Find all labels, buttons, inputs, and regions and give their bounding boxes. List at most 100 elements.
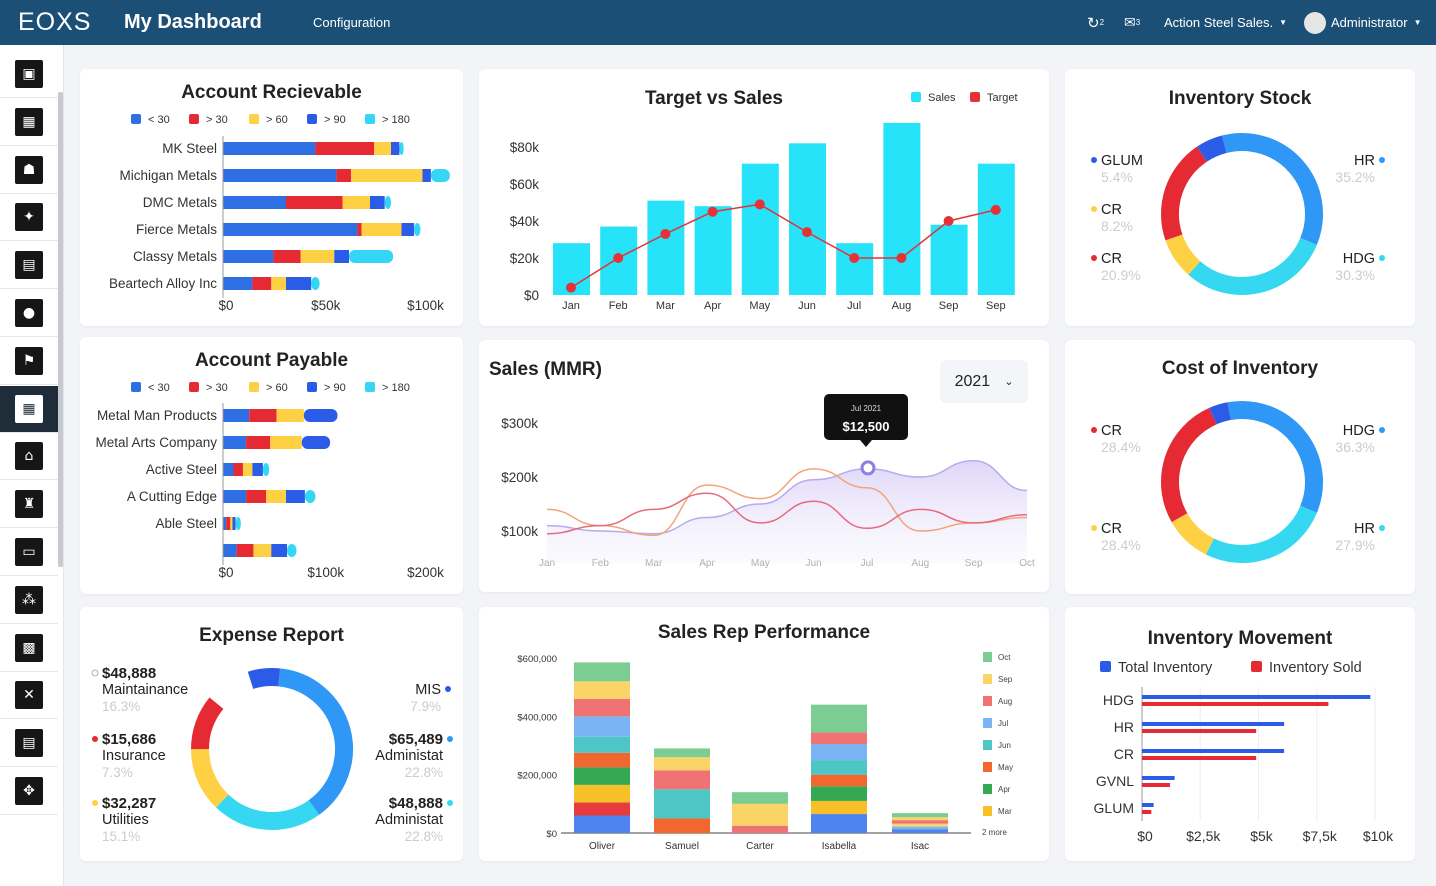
avatar (1304, 11, 1326, 34)
tooltip-value: $12,500 (843, 419, 890, 434)
stack-segment (574, 716, 630, 737)
team-icon: ⁂ (15, 585, 43, 614)
stack-segment (574, 662, 630, 682)
donut-segment (1161, 407, 1217, 523)
sidebar-item-dashboard[interactable]: ▦ (0, 385, 58, 433)
legend-label: > 30 (206, 382, 228, 394)
sidebar-item-puzzle[interactable]: ✥ (0, 768, 58, 815)
year-dropdown[interactable]: 2021 ⌄ (940, 360, 1028, 403)
sidebar-item-signpost[interactable]: ⚑ (0, 338, 58, 385)
expense-amount: $65,489 (389, 731, 443, 748)
inventory-movement-card: Inventory Movement Total Inventory Invent… (1065, 607, 1415, 861)
expense-title: Expense Report (199, 625, 344, 646)
donut-segment (1171, 512, 1215, 555)
sidebar-item-chart[interactable]: ▤ (0, 242, 58, 290)
bar-segment (273, 250, 301, 263)
sidebar-item-calendar[interactable]: ▦ (0, 99, 58, 146)
bar-segment (276, 409, 304, 422)
sidebar-item-document[interactable]: ▤ (0, 720, 58, 768)
history-badge: 2 (1099, 18, 1105, 27)
legend-label: May (998, 763, 1013, 772)
eoxs-logo[interactable]: EOXS (18, 8, 92, 36)
donut-segment (191, 748, 229, 808)
crane-icon: ♜ (15, 490, 43, 519)
bar-segment (252, 277, 272, 290)
sidebar-item-contact[interactable]: ☗ (0, 147, 58, 194)
x-tick-label: Jan (562, 300, 580, 312)
legend-label: > 30 (206, 114, 228, 126)
x-tick-label: May (749, 300, 770, 312)
x-tick-label: $100k (307, 565, 344, 580)
globe-icon: ● (15, 299, 43, 327)
sidebar-item-handshake[interactable]: ✦ (0, 194, 58, 242)
chat-icon[interactable]: ✉ 3 (1124, 14, 1141, 30)
stack-segment (732, 803, 788, 826)
stack-segment (811, 774, 867, 787)
sidebar-item-tools[interactable]: ✕ (0, 672, 58, 720)
bar-segment (361, 223, 402, 236)
document-icon: ▤ (15, 729, 43, 758)
legend-swatch (131, 114, 141, 124)
inventory-stock-title: Inventory Stock (1168, 88, 1312, 109)
sidebar-item-wallet[interactable]: ▭ (0, 529, 58, 576)
legend-dot (92, 800, 98, 806)
x-tick-label: Carter (746, 841, 774, 852)
stack-segment (892, 817, 948, 821)
sidebar-item-crane[interactable]: ♜ (0, 481, 58, 529)
legend-dot (91, 669, 99, 677)
target-point (754, 199, 765, 210)
x-tick-label: $0 (218, 298, 233, 313)
x-tick-label: $0 (218, 565, 233, 580)
sidebar-item-globe[interactable]: ● (0, 290, 58, 337)
expense-amount: $48,888 (389, 795, 443, 812)
company-name: Action Steel Sales. (1164, 15, 1274, 30)
sales-rep-title: Sales Rep Performance (657, 622, 871, 643)
x-tick-label: Jul (847, 300, 861, 312)
bar-segment (242, 463, 253, 476)
sales-bar (930, 224, 968, 295)
history-icon[interactable]: ↻ 2 (1087, 14, 1105, 32)
bar-segment (230, 517, 233, 530)
stack-segment (811, 814, 867, 833)
target-point (613, 253, 624, 263)
account-payable-card: Account Payable < 30 > 30 > 60 > 90 > 180 Met… (80, 337, 463, 594)
stack-segment (732, 792, 788, 804)
configuration-menu[interactable]: Configuration (313, 15, 391, 30)
legend-dot (1091, 206, 1097, 212)
chevron-down-icon: ⌄ (1004, 376, 1014, 388)
y-tick-label: $600,000 (517, 654, 557, 665)
bar-segment (270, 436, 302, 449)
legend-swatch (983, 806, 992, 816)
stack-segment (811, 800, 867, 815)
legend-swatch (189, 382, 199, 392)
bar-segment (286, 490, 305, 503)
legend-label: > 60 (266, 382, 288, 394)
sales-bar (789, 143, 826, 295)
donut-segment (1196, 135, 1227, 162)
sidebar-scrollbar[interactable] (58, 92, 63, 567)
bar-segment (262, 463, 270, 476)
stack-segment (574, 767, 630, 785)
row-label: HR (1114, 719, 1134, 735)
legend-label: Sales (928, 92, 956, 104)
segment-percent: 27.9% (1335, 537, 1375, 553)
row-label: Active Steel (146, 462, 217, 477)
bar-segment (336, 169, 352, 182)
legend-swatch (983, 762, 992, 772)
legend-label: > 180 (382, 382, 410, 394)
legend-dot (1091, 255, 1097, 261)
sidebar-item-monitor[interactable]: ▣ (0, 51, 58, 98)
y-tick-label: $80k (510, 140, 540, 155)
legend-dot (1379, 157, 1385, 163)
row-label: MK Steel (162, 141, 217, 156)
bar-segment (286, 277, 312, 290)
sales-rep-chart: $0 $200,000 $400,000 $600,000 Oliver Samuel Ca… (517, 652, 1013, 852)
sidebar-item-store[interactable]: ⌂ (0, 433, 58, 481)
user-menu[interactable]: Administrator ▼ (1304, 0, 1422, 45)
sidebar-item-team[interactable]: ⁂ (0, 577, 58, 624)
x-tick-label: Sep (986, 300, 1006, 312)
company-selector[interactable]: Action Steel Sales. ▼ (1164, 0, 1287, 45)
sidebar-item-inventory-box[interactable]: ▩ (0, 625, 58, 672)
user-name: Administrator (1331, 15, 1408, 30)
